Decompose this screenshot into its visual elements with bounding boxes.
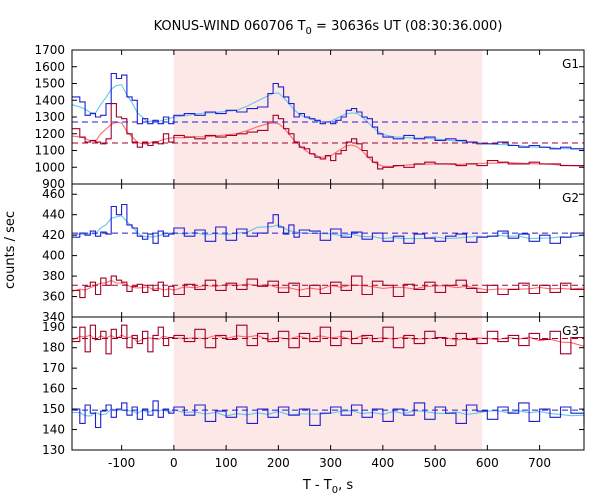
panel-g1-y-tick-label: 1100 <box>34 144 65 158</box>
panel-g1-y-tick-label: 1700 <box>34 43 65 57</box>
panel-g3-series-2-counts <box>72 400 585 429</box>
panel-g2-y-tick-label: 360 <box>42 290 65 304</box>
plot-layer <box>71 72 585 429</box>
panel-g1-y-tick-label: 1300 <box>34 110 65 124</box>
panel-g3-y-tick-label: 180 <box>42 341 65 355</box>
panel-g3-frame <box>71 316 585 451</box>
panel-g2-y-tick-label: 340 <box>42 310 65 324</box>
panel-g1-y-tick-label: 1600 <box>34 60 65 74</box>
panel-g2-y-tick-label: 460 <box>42 187 65 201</box>
background-layer <box>173 50 483 450</box>
panel-g3-series-1-counts <box>72 324 585 355</box>
panel-g3-y-tick-label: 190 <box>42 320 65 334</box>
panel-g1-series-1-fit <box>71 84 584 150</box>
panel-g1 <box>71 72 585 170</box>
panel-g2-y-tick-label: 380 <box>42 269 65 283</box>
x-tick-label: 300 <box>319 456 342 470</box>
x-tick-label: 700 <box>528 456 551 470</box>
x-tick-label: 0 <box>170 456 178 470</box>
chart-title-text: KONUS-WIND 060706 T <box>154 19 306 34</box>
panel-g1-y-tick-label: 1200 <box>34 127 65 141</box>
x-tick-label: -100 <box>108 456 135 470</box>
x-axis-label-subscript: 0 <box>332 485 338 496</box>
x-tick-label: 600 <box>476 456 499 470</box>
panel-g3-label: G3 <box>562 324 579 338</box>
x-axis-label: T - T0, s <box>302 478 353 496</box>
panel-g2-y-tick-label: 420 <box>42 228 65 242</box>
panel-g1-y-tick-label: 1000 <box>34 160 65 174</box>
x-tick-label: 200 <box>267 456 290 470</box>
panel-g2 <box>71 203 585 299</box>
panel-g3-y-tick-label: 150 <box>42 402 65 416</box>
chart-title: KONUS-WIND 060706 T0 = 30636s UT (08:30:… <box>154 19 503 37</box>
y-axis-label: counts / sec <box>3 211 18 289</box>
panel-g1-y-tick-label: 900 <box>42 177 65 191</box>
panel-g1-series-2-counts <box>72 103 585 170</box>
panel-g3-y-tick-label: 170 <box>42 361 65 375</box>
panel-g2-series-1-fit <box>71 215 585 240</box>
panel-g3-y-tick-label: 130 <box>42 443 65 457</box>
highlight-interval <box>173 50 483 450</box>
panel-g1-y-tick-label: 1500 <box>34 77 65 91</box>
panel-g2-y-tick-label: 440 <box>42 208 65 222</box>
x-tick-label: 500 <box>424 456 447 470</box>
x-axis-label-text: T - T <box>302 478 332 493</box>
x-tick-label: 400 <box>371 456 394 470</box>
panel-g1-label: G1 <box>562 57 579 71</box>
chart-title-subscript: 0 <box>306 26 312 37</box>
panel-g1-y-tick-label: 1400 <box>34 93 65 107</box>
x-axis-label-rest: , s <box>338 478 353 493</box>
panel-g3 <box>71 324 585 429</box>
panel-g2-y-tick-label: 400 <box>42 249 65 263</box>
axis-layer: 90010001100120013001400150016001700G1340… <box>34 43 585 470</box>
panel-g3-y-tick-label: 140 <box>42 423 65 437</box>
x-tick-label: 100 <box>215 456 238 470</box>
panel-g3-y-tick-label: 160 <box>42 382 65 396</box>
panel-g2-series-1-counts <box>72 203 585 244</box>
panel-g2-label: G2 <box>562 191 579 205</box>
panel-g1-series-1-counts <box>72 72 585 151</box>
chart-title-rest: = 30636s UT (08:30:36.000) <box>312 19 502 34</box>
